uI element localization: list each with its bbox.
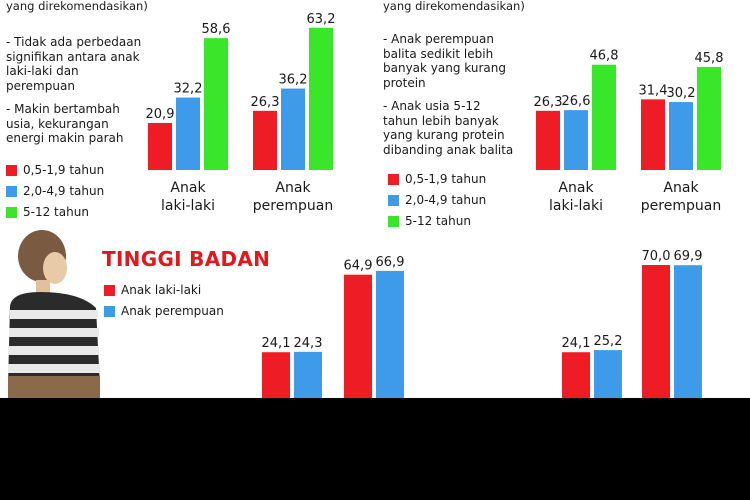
energy-legend-item-0: 0,5-1,9 tahun xyxy=(6,163,104,177)
protein-legend-swatch xyxy=(388,173,399,185)
height-data-label: 24,3 xyxy=(294,336,323,351)
protein-bar xyxy=(592,64,616,170)
energy-note-2: - Makin bertambah usia, kekurangan energ… xyxy=(6,102,124,145)
energy-note-1: - Tidak ada perbedaan signifikan antara … xyxy=(6,35,142,93)
energy-bar xyxy=(253,110,277,170)
protein-data-label: 45,8 xyxy=(695,51,724,66)
energy-data-label: 26,3 xyxy=(251,95,280,110)
protein-subtitle-fragment: yang direkomendasikan) xyxy=(383,0,525,13)
protein-legend-label: 5-12 tahun xyxy=(405,214,471,228)
child-shirt-stripe xyxy=(8,346,99,355)
protein-bar xyxy=(564,110,588,170)
energy-legend-swatch xyxy=(6,185,17,197)
energy-legend-item-1: 2,0-4,9 tahun xyxy=(6,184,104,198)
protein-legend-item-2: 5-12 tahun xyxy=(388,214,471,228)
protein-bar xyxy=(536,110,560,170)
protein-legend-label: 2,0-4,9 tahun xyxy=(405,193,487,207)
height-bar xyxy=(376,270,404,398)
energy-legend-swatch xyxy=(6,164,17,176)
energy-legend-label: 0,5-1,9 tahun xyxy=(23,163,105,177)
protein-data-label: 46,8 xyxy=(590,49,619,64)
height-bar xyxy=(674,265,702,398)
energy-bar xyxy=(281,88,305,170)
energy-category-label: Anak xyxy=(170,180,206,196)
protein-bar xyxy=(697,66,721,170)
protein-category-label: perempuan xyxy=(641,198,721,214)
energy-subtitle-fragment: yang direkomendasikan) xyxy=(6,0,148,13)
energy-data-label: 58,6 xyxy=(202,22,231,37)
height-legend-label: Anak perempuan xyxy=(121,304,224,318)
child-neck xyxy=(36,280,50,296)
height-bar xyxy=(642,265,670,398)
height-legend-item-0: Anak laki-laki xyxy=(104,283,201,297)
child-shirt-stripe xyxy=(9,328,99,337)
height-data-label: 66,9 xyxy=(376,255,405,270)
height-data-label: 25,2 xyxy=(594,334,623,349)
energy-legend-swatch xyxy=(6,206,17,218)
protein-category-label: Anak xyxy=(558,180,594,196)
protein-legend-swatch xyxy=(388,215,399,227)
height-bar xyxy=(594,350,622,398)
protein-bar xyxy=(669,102,693,170)
child-illustration xyxy=(8,230,100,400)
energy-bar xyxy=(176,97,200,170)
height-bar xyxy=(344,274,372,398)
height-bar xyxy=(294,351,322,398)
protein-data-label: 26,6 xyxy=(562,94,591,109)
height-legend-swatch xyxy=(104,284,115,296)
energy-legend-item-2: 5-12 tahun xyxy=(6,205,89,219)
energy-bar xyxy=(309,27,333,170)
height-data-label: 24,1 xyxy=(562,336,591,351)
protein-data-label: 30,2 xyxy=(667,86,696,101)
energy-data-label: 20,9 xyxy=(146,107,175,122)
height-data-label: 69,9 xyxy=(674,249,703,264)
protein-legend-item-0: 0,5-1,9 tahun xyxy=(388,172,486,186)
height-bar xyxy=(562,352,590,398)
protein-data-label: 26,3 xyxy=(534,95,563,110)
height-legend-item-1: Anak perempuan xyxy=(104,304,224,318)
height-bar xyxy=(262,352,290,398)
height-legend-swatch xyxy=(104,305,115,317)
energy-legend-label: 2,0-4,9 tahun xyxy=(23,184,105,198)
height-legend-label: Anak laki-laki xyxy=(121,283,202,297)
child-shirt-stripe xyxy=(8,364,100,373)
energy-bar xyxy=(204,38,228,171)
protein-legend-swatch xyxy=(388,194,399,206)
height-title: TINGGI BADAN xyxy=(102,247,271,271)
black-band xyxy=(0,398,750,500)
protein-legend-item-1: 2,0-4,9 tahun xyxy=(388,193,486,207)
height-data-label: 24,1 xyxy=(262,336,291,351)
energy-category-label: perempuan xyxy=(253,198,333,214)
protein-data-label: 31,4 xyxy=(639,83,668,98)
child-shirt-stripe xyxy=(10,310,98,319)
height-data-label: 64,9 xyxy=(344,259,373,274)
child-pants xyxy=(8,376,100,400)
protein-bar xyxy=(641,99,665,170)
protein-legend-label: 0,5-1,9 tahun xyxy=(405,172,487,186)
energy-data-label: 63,2 xyxy=(307,12,336,27)
energy-legend-label: 5-12 tahun xyxy=(23,205,89,219)
height-data-label: 70,0 xyxy=(642,249,671,264)
energy-data-label: 36,2 xyxy=(279,73,308,88)
protein-note-1: - Anak perempuan balita sedikit lebih ba… xyxy=(383,32,506,90)
child-face xyxy=(43,252,67,284)
energy-data-label: 32,2 xyxy=(174,82,203,97)
energy-category-label: laki-laki xyxy=(161,198,215,214)
protein-category-label: laki-laki xyxy=(549,198,603,214)
energy-bar xyxy=(148,122,172,170)
protein-category-label: Anak xyxy=(663,180,699,196)
energy-category-label: Anak xyxy=(275,180,311,196)
protein-note-2: - Anak usia 5-12 tahun lebih banyak yang… xyxy=(383,99,514,157)
